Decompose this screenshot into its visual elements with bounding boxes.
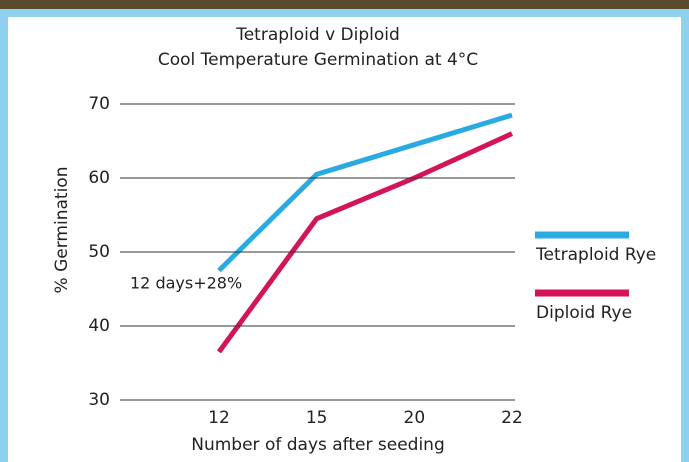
legend-label: Diploid Rye	[536, 303, 632, 323]
chart-subtitle: Cool Temperature Germination at 4°C	[158, 50, 478, 70]
x-axis-label: Number of days after seeding	[191, 435, 445, 455]
x-tick-label: 12	[208, 408, 230, 428]
y-tick-label: 60	[88, 168, 110, 188]
legend-label: Tetraploid Rye	[535, 245, 656, 265]
y-tick-label: 40	[88, 316, 110, 336]
photo-strip	[0, 0, 689, 10]
x-tick-label: 22	[501, 408, 523, 428]
y-tick-label: 50	[88, 242, 110, 262]
chart-title: Tetraploid v Diploid	[235, 25, 400, 45]
y-tick-label: 70	[88, 94, 110, 114]
x-tick-label: 15	[306, 408, 328, 428]
x-tick-label: 20	[404, 408, 426, 428]
chart: Tetraploid v Diploid Cool Temperature Ge…	[0, 0, 689, 462]
page: Tetraploid v Diploid Cool Temperature Ge…	[0, 0, 689, 462]
y-axis-label: % Germination	[52, 167, 72, 294]
annotation: 12 days+28%	[130, 274, 242, 293]
y-tick-label: 30	[88, 390, 110, 410]
